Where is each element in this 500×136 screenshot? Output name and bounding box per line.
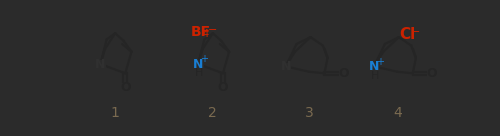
Bar <box>120 83 130 91</box>
Text: H: H <box>370 71 379 81</box>
Text: 4: 4 <box>203 29 209 39</box>
Text: +: + <box>200 54 207 64</box>
Bar <box>192 60 203 68</box>
Bar <box>339 69 349 78</box>
Text: N: N <box>369 60 379 73</box>
Bar <box>95 60 106 68</box>
Text: O: O <box>427 67 438 80</box>
Text: N: N <box>193 58 203 71</box>
Text: Cl: Cl <box>399 27 415 42</box>
Text: −: − <box>208 25 217 35</box>
Text: N: N <box>280 60 291 73</box>
Text: 2: 2 <box>208 106 216 120</box>
Text: 3: 3 <box>304 106 314 120</box>
Text: O: O <box>338 67 349 80</box>
Text: O: O <box>120 81 130 94</box>
Text: +: + <box>376 57 384 67</box>
Bar <box>218 83 228 91</box>
Text: H: H <box>194 68 203 78</box>
Bar <box>368 63 380 70</box>
Text: BF: BF <box>190 25 210 39</box>
Text: 1: 1 <box>110 106 119 120</box>
Text: N: N <box>96 58 106 71</box>
Text: O: O <box>218 81 228 94</box>
Text: 4: 4 <box>393 106 402 120</box>
Bar <box>280 63 291 70</box>
Text: −: − <box>411 27 420 37</box>
Bar <box>427 69 437 78</box>
